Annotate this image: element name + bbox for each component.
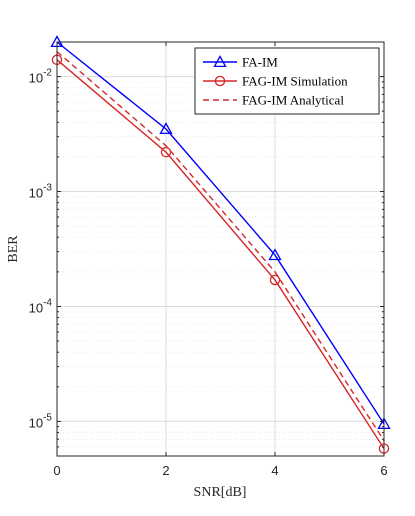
- x-tick-label: 2: [162, 463, 169, 478]
- y-axis-label: BER: [6, 235, 21, 263]
- series-1: [51, 54, 390, 454]
- plot-frame: [56, 41, 385, 457]
- series-line: [56, 59, 385, 449]
- series-line: [56, 51, 385, 442]
- x-tick-label: 0: [53, 463, 60, 478]
- legend-label: FAG-IM Simulation: [242, 74, 348, 89]
- legend-label: FAG-IM Analytical: [242, 93, 344, 108]
- series-2: [56, 51, 385, 442]
- y-tick-label: 10-5: [29, 412, 53, 430]
- data-point: [159, 122, 173, 135]
- y-tick-label: 10-4: [29, 297, 53, 315]
- series-line: [56, 41, 385, 425]
- data-point: [268, 248, 282, 261]
- legend-marker: [214, 75, 226, 87]
- y-tick-label: 10-3: [29, 183, 53, 201]
- x-axis-label: SNR[dB]: [194, 485, 247, 500]
- axis-ticks: 0 2 4 6 10-5 10-4 10-3 10-2: [29, 41, 388, 478]
- x-tick-label: 6: [380, 463, 387, 478]
- y-tick-label: 10-2: [29, 68, 53, 86]
- series-0: [50, 35, 391, 430]
- legend-marker: [213, 55, 227, 68]
- series-layer: [50, 35, 391, 454]
- legend: FA-IM FAG-IM Simulation FAG-IM Analytical: [194, 47, 380, 115]
- legend-label: FA-IM: [242, 55, 278, 70]
- x-tick-label: 4: [271, 463, 278, 478]
